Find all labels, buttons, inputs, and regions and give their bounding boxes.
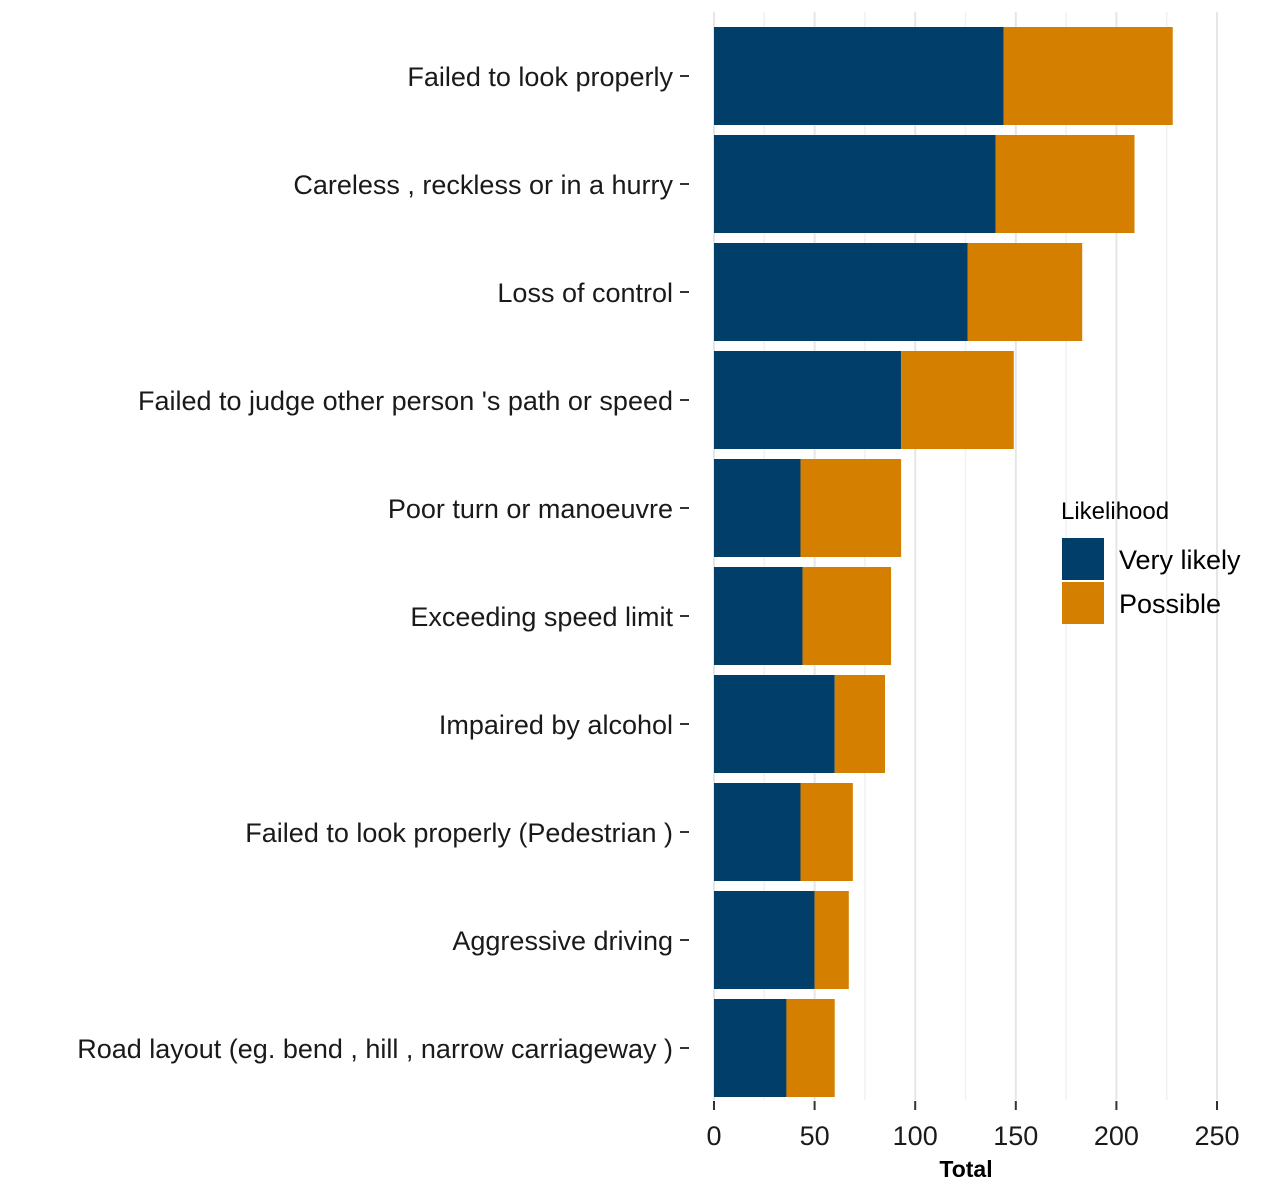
bars — [714, 27, 1173, 1097]
category-label: Failed to look properly (Pedestrian ) — [245, 818, 673, 848]
category-label: Failed to look properly — [407, 62, 673, 92]
bar-very-likely-3 — [714, 351, 902, 449]
bar-very-likely-5 — [714, 567, 803, 665]
bar-possible-6 — [834, 675, 886, 773]
bar-very-likely-1 — [714, 135, 996, 233]
bar-possible-8 — [814, 891, 849, 989]
x-tick-label: 50 — [800, 1121, 830, 1151]
category-label: Careless , reckless or in a hurry — [293, 170, 673, 200]
bar-possible-7 — [800, 783, 853, 881]
category-label: Exceeding speed limit — [410, 602, 673, 632]
x-tick-label: 100 — [893, 1121, 938, 1151]
legend-label-very-likely: Very likely — [1119, 545, 1241, 575]
bar-possible-3 — [901, 351, 1014, 449]
x-tick-label: 0 — [706, 1121, 721, 1151]
x-tick-label: 250 — [1194, 1121, 1239, 1151]
bar-possible-5 — [802, 567, 892, 665]
bar-very-likely-7 — [714, 783, 801, 881]
bar-very-likely-4 — [714, 459, 801, 557]
bar-possible-0 — [1003, 27, 1173, 125]
x-tick-label: 150 — [993, 1121, 1038, 1151]
legend-swatch-very-likely — [1062, 538, 1104, 580]
category-label: Road layout (eg. bend , hill , narrow ca… — [77, 1034, 673, 1064]
category-label: Poor turn or manoeuvre — [388, 494, 673, 524]
bar-very-likely-2 — [714, 243, 968, 341]
bar-possible-1 — [995, 135, 1135, 233]
category-labels: Failed to look properly Careless , reckle… — [77, 62, 673, 1064]
bar-very-likely-8 — [714, 891, 815, 989]
legend-swatch-possible — [1062, 582, 1104, 624]
legend-title: Likelihood — [1061, 498, 1169, 525]
y-axis-ticks — [680, 75, 689, 1049]
category-label: Impaired by alcohol — [439, 710, 673, 740]
category-label: Failed to judge other person 's path or … — [138, 386, 673, 416]
x-axis: 0 50 100 150 200 250 — [706, 1101, 1240, 1151]
x-axis-title: Total — [939, 1156, 992, 1180]
bar-possible-2 — [967, 243, 1083, 341]
category-label: Aggressive driving — [452, 926, 673, 956]
category-label: Loss of control — [497, 278, 673, 308]
legend: Likelihood Very likely Possible — [1061, 498, 1241, 624]
bar-very-likely-0 — [714, 27, 1004, 125]
bar-very-likely-9 — [714, 999, 787, 1097]
bar-possible-4 — [800, 459, 902, 557]
x-tick-label: 200 — [1094, 1121, 1139, 1151]
bar-very-likely-6 — [714, 675, 835, 773]
legend-label-possible: Possible — [1119, 589, 1221, 619]
bar-possible-9 — [786, 999, 835, 1097]
